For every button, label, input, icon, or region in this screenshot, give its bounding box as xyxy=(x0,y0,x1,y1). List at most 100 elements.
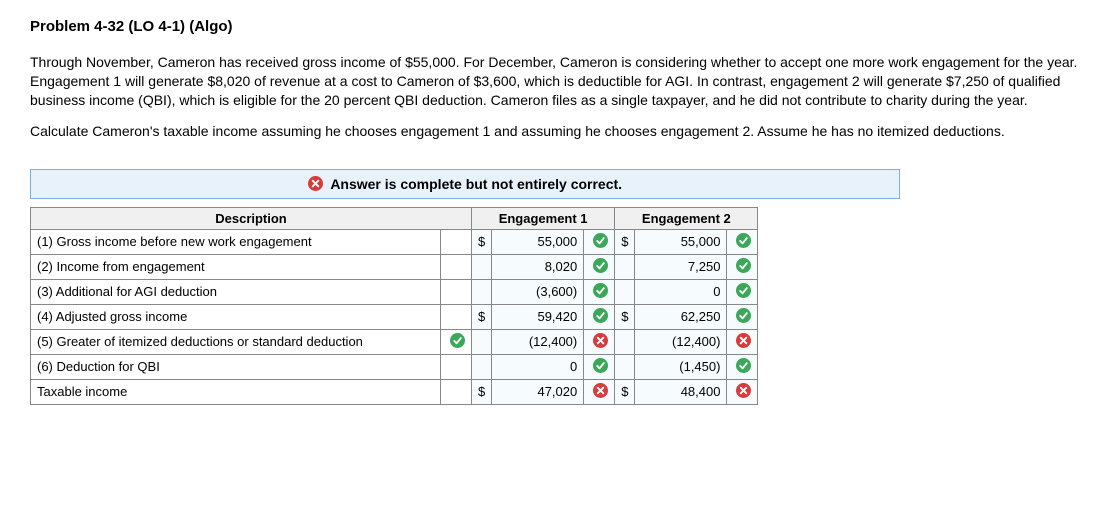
row-description-mark xyxy=(441,379,472,404)
header-engagement-1: Engagement 1 xyxy=(472,207,615,229)
row-description-mark xyxy=(441,354,472,379)
currency-symbol xyxy=(615,279,635,304)
currency-symbol xyxy=(615,254,635,279)
row-description: (1) Gross income before new work engagem… xyxy=(31,229,441,254)
value-text: 0 xyxy=(668,284,720,299)
value-text: (12,400) xyxy=(525,334,577,349)
row-description-mark xyxy=(441,229,472,254)
value-mark xyxy=(727,254,758,279)
feedback-text: Answer is complete but not entirely corr… xyxy=(330,176,622,192)
value-text: 47,020 xyxy=(525,384,577,399)
row-description-mark xyxy=(441,254,472,279)
value-mark xyxy=(584,304,615,329)
value-cell[interactable]: (3,600) xyxy=(492,279,584,304)
value-mark xyxy=(584,329,615,354)
currency-symbol: $ xyxy=(615,379,635,404)
value-text: 55,000 xyxy=(668,234,720,249)
table-row: (6) Deduction for QBI 0 (1,450) xyxy=(31,354,758,379)
row-description: (5) Greater of itemized deductions or st… xyxy=(31,329,441,354)
table-row: Taxable income $47,020 $48,400 xyxy=(31,379,758,404)
row-description: (2) Income from engagement xyxy=(31,254,441,279)
value-mark xyxy=(584,254,615,279)
value-mark xyxy=(584,379,615,404)
x-icon xyxy=(736,383,751,398)
row-description: (6) Deduction for QBI xyxy=(31,354,441,379)
value-mark xyxy=(727,279,758,304)
check-icon xyxy=(593,283,608,298)
currency-symbol: $ xyxy=(615,304,635,329)
check-icon xyxy=(736,283,751,298)
check-icon xyxy=(450,333,465,348)
value-text: 0 xyxy=(525,359,577,374)
table-row: (4) Adjusted gross income $59,420 $62,250 xyxy=(31,304,758,329)
currency-symbol xyxy=(472,254,492,279)
value-cell[interactable]: (12,400) xyxy=(492,329,584,354)
value-cell[interactable]: (1,450) xyxy=(635,354,727,379)
value-mark xyxy=(584,279,615,304)
wrong-icon xyxy=(308,176,323,191)
value-mark xyxy=(727,329,758,354)
value-text: 8,020 xyxy=(525,259,577,274)
row-description: (3) Additional for AGI deduction xyxy=(31,279,441,304)
value-cell[interactable]: 0 xyxy=(492,354,584,379)
problem-paragraph-1: Through November, Cameron has received g… xyxy=(30,53,1080,110)
check-icon xyxy=(593,358,608,373)
value-cell[interactable]: 59,420 xyxy=(492,304,584,329)
value-text: 62,250 xyxy=(668,309,720,324)
value-text: 59,420 xyxy=(525,309,577,324)
value-text: (3,600) xyxy=(525,284,577,299)
header-row: Description Engagement 1 Engagement 2 xyxy=(31,207,758,229)
value-cell[interactable]: 55,000 xyxy=(635,229,727,254)
header-engagement-2: Engagement 2 xyxy=(615,207,758,229)
value-cell[interactable]: 47,020 xyxy=(492,379,584,404)
value-text: (1,450) xyxy=(668,359,720,374)
value-mark xyxy=(584,229,615,254)
answer-table: Description Engagement 1 Engagement 2 (1… xyxy=(30,207,758,405)
currency-symbol: $ xyxy=(615,229,635,254)
value-cell[interactable]: 55,000 xyxy=(492,229,584,254)
currency-symbol xyxy=(472,354,492,379)
check-icon xyxy=(593,233,608,248)
currency-symbol: $ xyxy=(472,304,492,329)
feedback-banner: Answer is complete but not entirely corr… xyxy=(30,169,900,199)
x-icon xyxy=(736,333,751,348)
value-cell[interactable]: 48,400 xyxy=(635,379,727,404)
currency-symbol xyxy=(615,329,635,354)
currency-symbol xyxy=(615,354,635,379)
check-icon xyxy=(736,358,751,373)
value-cell[interactable]: 7,250 xyxy=(635,254,727,279)
row-description-mark xyxy=(441,304,472,329)
value-cell[interactable]: 0 xyxy=(635,279,727,304)
value-cell[interactable]: 8,020 xyxy=(492,254,584,279)
value-mark xyxy=(727,354,758,379)
header-description: Description xyxy=(31,207,472,229)
row-description-mark xyxy=(441,279,472,304)
value-mark xyxy=(727,304,758,329)
value-text: (12,400) xyxy=(668,334,720,349)
row-description: (4) Adjusted gross income xyxy=(31,304,441,329)
x-icon xyxy=(593,333,608,348)
check-icon xyxy=(593,258,608,273)
table-row: (5) Greater of itemized deductions or st… xyxy=(31,329,758,354)
currency-symbol xyxy=(472,279,492,304)
value-text: 7,250 xyxy=(668,259,720,274)
x-icon xyxy=(593,383,608,398)
value-mark xyxy=(727,229,758,254)
check-icon xyxy=(736,308,751,323)
table-row: (2) Income from engagement 8,020 7,250 xyxy=(31,254,758,279)
currency-symbol: $ xyxy=(472,229,492,254)
check-icon xyxy=(736,258,751,273)
value-cell[interactable]: (12,400) xyxy=(635,329,727,354)
row-description: Taxable income xyxy=(31,379,441,404)
currency-symbol: $ xyxy=(472,379,492,404)
currency-symbol xyxy=(472,329,492,354)
check-icon xyxy=(736,233,751,248)
value-mark xyxy=(584,354,615,379)
row-description-mark xyxy=(441,329,472,354)
value-cell[interactable]: 62,250 xyxy=(635,304,727,329)
value-text: 55,000 xyxy=(525,234,577,249)
problem-title: Problem 4-32 (LO 4-1) (Algo) xyxy=(30,18,1083,35)
table-row: (1) Gross income before new work engagem… xyxy=(31,229,758,254)
table-row: (3) Additional for AGI deduction (3,600) 0 xyxy=(31,279,758,304)
value-mark xyxy=(727,379,758,404)
